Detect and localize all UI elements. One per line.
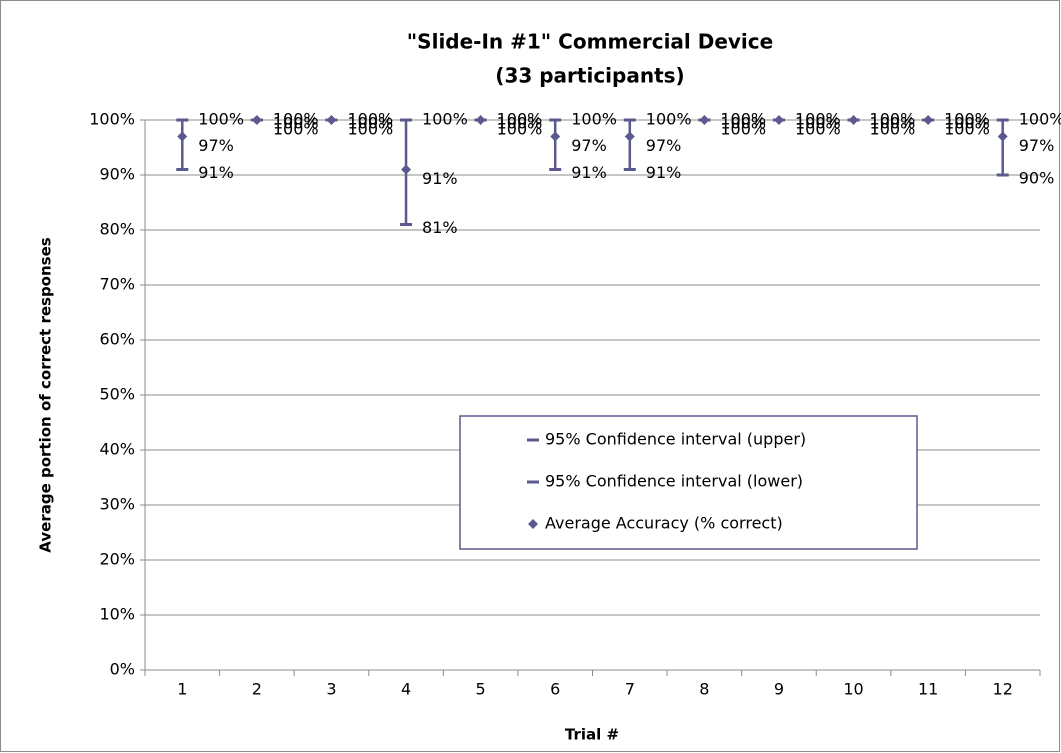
x-tick-label: 2 [252,680,262,699]
data-label: 100% [198,110,244,129]
data-label: 100% [273,110,319,129]
data-label: 90% [1019,169,1055,188]
y-axis-title: Average portion of correct responses [37,237,55,552]
y-tick-label: 50% [99,385,135,404]
data-label: 100% [870,114,916,133]
data-label: 100% [273,120,319,139]
data-label: 100% [720,110,766,129]
x-tick-label: 7 [625,680,635,699]
data-label: 97% [1019,136,1055,155]
data-label: 97% [198,136,234,155]
data-label: 91% [422,169,458,188]
diamond-marker [773,115,784,125]
data-label: 100% [795,110,841,129]
diamond-marker [923,115,934,125]
y-tick-label: 80% [99,220,135,239]
data-label: 100% [497,114,543,133]
y-tick-label: 30% [99,495,135,514]
diamond-marker [624,131,635,142]
diamond-marker [177,131,188,142]
y-tick-label: 100% [89,110,135,129]
legend-label: 95% Confidence interval (lower) [545,472,803,491]
y-tick-label: 60% [99,330,135,349]
data-label: 100% [870,120,916,139]
data-label: 100% [347,120,393,139]
data-label: 81% [422,218,458,237]
data-label: 100% [422,110,468,129]
x-tick-label: 1 [177,680,187,699]
diamond-marker [401,164,412,175]
legend-label: 95% Confidence interval (upper) [545,430,806,449]
y-tick-label: 90% [99,165,135,184]
data-label: 100% [944,114,990,133]
data-label: 91% [198,163,234,182]
x-tick-label: 4 [401,680,411,699]
x-tick-label: 6 [550,680,560,699]
data-label: 100% [720,120,766,139]
data-label: 100% [497,120,543,139]
chart-title: "Slide-In #1" Commercial Device [407,30,773,54]
data-label: 100% [795,120,841,139]
data-label: 97% [571,136,607,155]
data-label: 100% [795,114,841,133]
y-tick-label: 10% [99,605,135,624]
x-tick-label: 8 [699,680,709,699]
legend-marker [528,519,538,529]
x-tick-label: 12 [993,680,1013,699]
data-label: 91% [646,163,682,182]
y-tick-label: 0% [110,660,135,679]
x-axis-title: Trial # [565,726,619,744]
diamond-marker [326,115,337,125]
diamond-marker [550,131,561,142]
data-label: 97% [646,136,682,155]
diamond-marker [848,115,859,125]
diamond-marker [699,115,710,125]
x-tick-label: 9 [774,680,784,699]
data-label: 100% [1019,110,1061,129]
x-tick-label: 5 [476,680,486,699]
data-label: 100% [497,110,543,129]
data-label: 100% [646,110,692,129]
y-tick-label: 70% [99,275,135,294]
data-label: 100% [870,110,916,129]
x-tick-label: 10 [843,680,863,699]
x-tick-label: 3 [326,680,336,699]
diamond-marker [997,131,1008,142]
data-label: 91% [571,163,607,182]
data-label: 100% [720,114,766,133]
data-label: 100% [944,120,990,139]
data-label: 100% [944,110,990,129]
y-tick-label: 20% [99,550,135,569]
data-label: 100% [571,110,617,129]
x-tick-label: 11 [918,680,938,699]
chart-subtitle: (33 participants) [495,64,684,88]
data-label: 100% [273,114,319,133]
y-tick-label: 40% [99,440,135,459]
diamond-marker [251,115,262,125]
data-label: 100% [347,114,393,133]
legend-label: Average Accuracy (% correct) [545,514,783,533]
data-label: 100% [347,110,393,129]
diamond-marker [475,115,486,125]
